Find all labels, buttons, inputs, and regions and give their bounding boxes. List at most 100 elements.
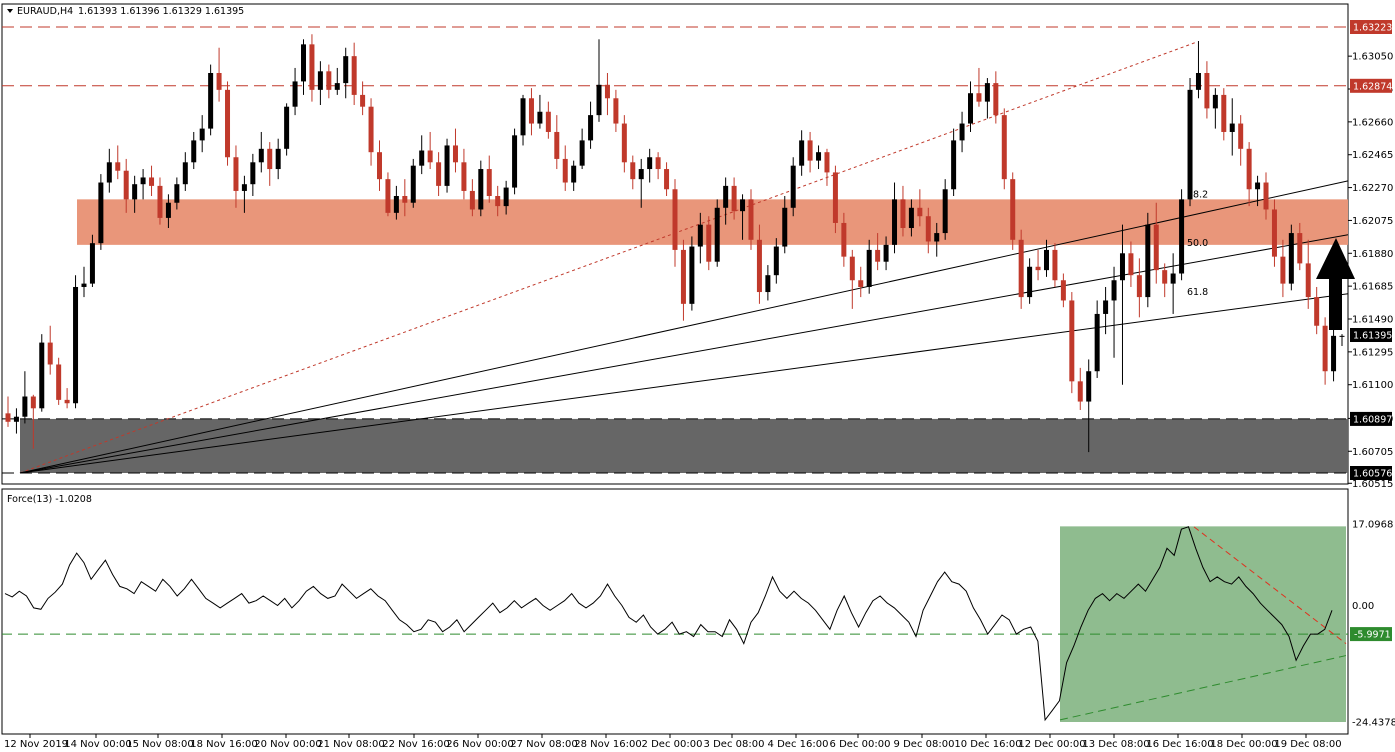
candle-body	[773, 246, 779, 276]
candle-body	[258, 148, 264, 163]
time-tick-label: 20 Nov 00:00	[254, 739, 321, 750]
candle	[925, 207, 931, 254]
candle	[73, 275, 79, 409]
candle	[765, 265, 771, 301]
candle-body	[554, 131, 560, 159]
candle-body	[267, 148, 273, 170]
candle	[1322, 317, 1328, 385]
time-tick-label: 18 Dec 00:00	[1210, 739, 1277, 750]
candle	[1001, 108, 1007, 190]
candle	[81, 266, 87, 298]
candle-body	[976, 93, 982, 102]
force-red-trendline	[1193, 526, 1347, 645]
force-tick-label: 0.00	[1352, 601, 1374, 612]
candle-body	[1103, 300, 1109, 314]
candle-body	[174, 184, 180, 203]
time-tick-label: 10 Dec 16:00	[954, 739, 1021, 750]
candle-body	[233, 157, 239, 191]
candle	[1221, 88, 1227, 141]
candle	[1094, 300, 1100, 378]
candle	[376, 140, 382, 191]
candle-body	[115, 162, 121, 171]
candle	[385, 172, 391, 217]
candle	[1018, 229, 1024, 309]
candle	[106, 148, 112, 193]
candle	[469, 179, 475, 217]
candle	[1170, 253, 1176, 314]
price-tick-label: 1.60705	[1352, 447, 1393, 458]
candle	[444, 138, 450, 193]
candle-body	[56, 364, 62, 400]
candle-body	[638, 169, 644, 180]
candle	[317, 61, 323, 106]
candle-body	[385, 179, 391, 213]
candle	[816, 145, 822, 170]
candle	[959, 111, 965, 153]
candle	[174, 177, 180, 210]
candle-body	[1136, 275, 1142, 298]
force-tick-label: 17.0968	[1352, 520, 1393, 531]
candle-body	[1195, 72, 1201, 90]
candle	[216, 47, 222, 102]
candle-body	[1179, 199, 1185, 274]
candle-body	[165, 202, 171, 218]
candle	[1246, 142, 1252, 207]
candle	[452, 128, 458, 173]
candle-body	[630, 162, 636, 180]
dotted-trend-line	[19, 42, 1196, 474]
candle	[571, 160, 577, 191]
candle	[309, 34, 315, 102]
candle	[56, 357, 62, 405]
candle	[976, 67, 982, 107]
candle-body	[334, 83, 340, 90]
candle	[13, 408, 19, 434]
candle	[267, 142, 273, 186]
candle-body	[613, 98, 619, 124]
candle	[393, 185, 399, 220]
candle-body	[1212, 94, 1218, 109]
candle-body	[1043, 249, 1049, 271]
time-tick-label: 22 Nov 16:00	[382, 739, 449, 750]
candle-body	[596, 84, 602, 116]
candle-body	[1221, 94, 1227, 132]
candle-body	[89, 243, 95, 284]
candle	[680, 239, 686, 321]
candle-body	[790, 165, 796, 208]
candle	[89, 234, 95, 287]
fib-label: 38.2	[1187, 189, 1208, 200]
candle	[275, 138, 281, 180]
price-tag	[1350, 411, 1392, 426]
candle	[1297, 222, 1303, 271]
candle	[790, 157, 796, 217]
candle-body	[284, 106, 290, 149]
candle	[334, 67, 340, 95]
candle-body	[1052, 249, 1058, 281]
candle-body	[1305, 263, 1311, 298]
price-tick-label: 1.62465	[1352, 150, 1393, 161]
candle	[1052, 243, 1058, 287]
candle	[841, 212, 847, 267]
candle	[47, 325, 53, 375]
candle-body	[604, 84, 610, 99]
candle-body	[951, 140, 957, 190]
candle-body	[1018, 239, 1024, 298]
candle	[1043, 239, 1049, 277]
candle	[1086, 359, 1092, 453]
candle	[528, 88, 534, 136]
candle-body	[841, 222, 847, 257]
candle-body	[73, 286, 79, 404]
candle-body	[942, 189, 948, 234]
candle-body	[765, 275, 771, 293]
candle	[292, 67, 298, 116]
header-dropdown-icon[interactable]	[7, 9, 13, 13]
symbol-label: EURAUD,H4	[17, 6, 73, 17]
price-tick-label: 1.63050	[1352, 52, 1393, 63]
candle-body	[1119, 253, 1125, 281]
candle-body	[1111, 280, 1117, 301]
candle	[1162, 263, 1168, 298]
candle-body	[1077, 381, 1083, 402]
candle	[182, 152, 188, 191]
candle-body	[1001, 115, 1007, 180]
candle	[461, 148, 467, 200]
candle-body	[1128, 253, 1134, 276]
